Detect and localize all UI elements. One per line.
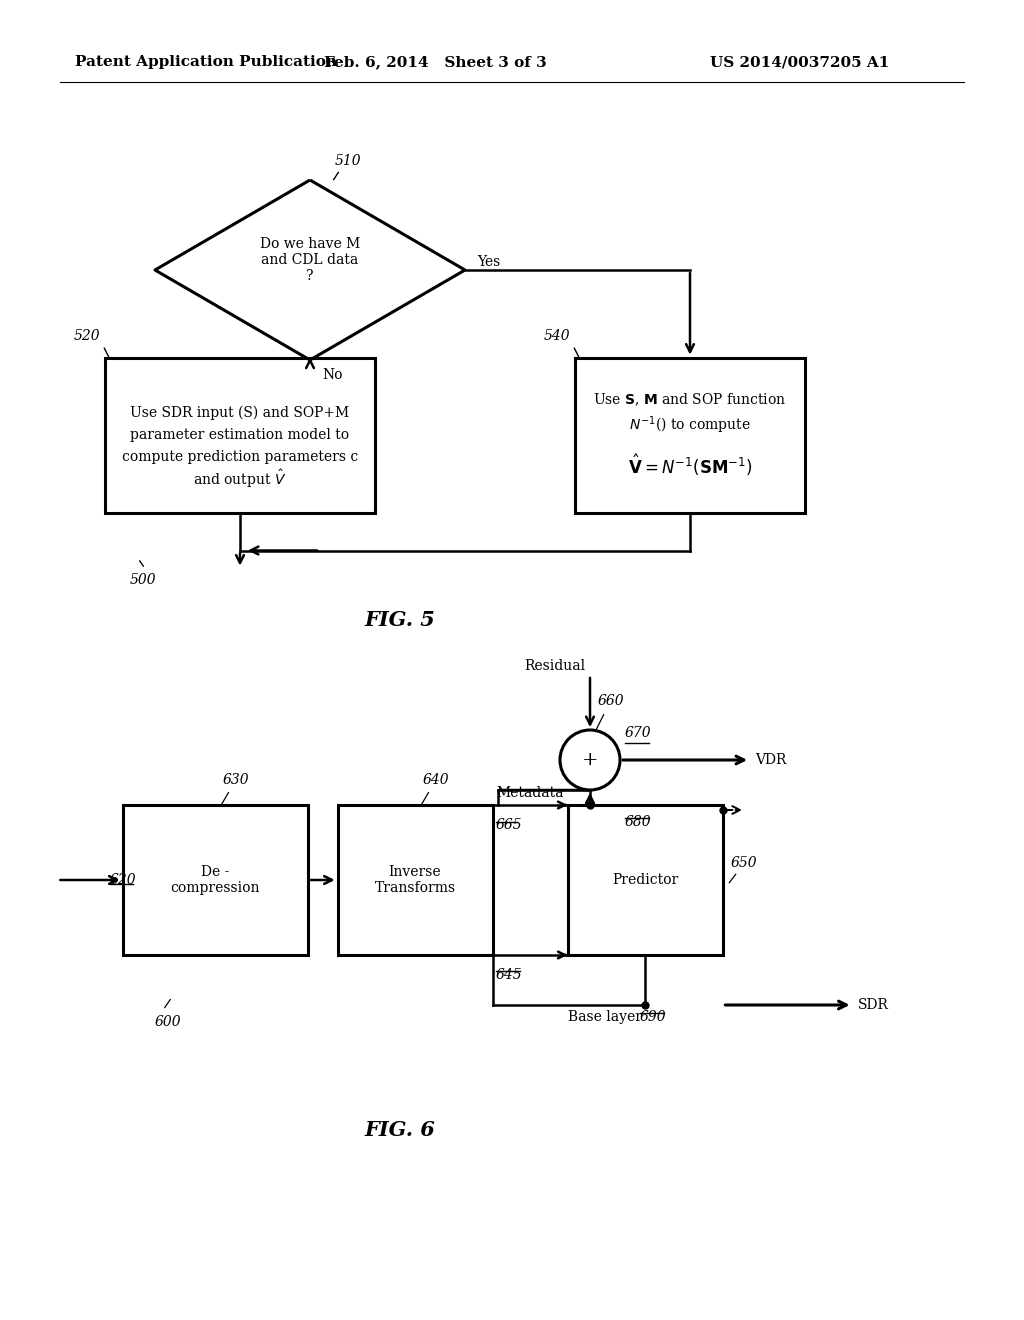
Text: 680: 680 (625, 814, 651, 829)
Text: Metadata: Metadata (497, 785, 564, 800)
Text: compute prediction parameters ​c: compute prediction parameters ​c (122, 450, 358, 465)
Text: 645: 645 (496, 968, 522, 982)
Text: 665: 665 (496, 818, 522, 832)
FancyBboxPatch shape (105, 358, 375, 512)
FancyBboxPatch shape (575, 358, 805, 512)
Text: 670: 670 (625, 726, 651, 741)
Text: 500: 500 (130, 573, 157, 586)
Text: Yes: Yes (477, 255, 501, 269)
Text: 640: 640 (423, 774, 450, 787)
FancyBboxPatch shape (338, 805, 493, 954)
Text: parameter estimation model to: parameter estimation model to (130, 428, 349, 442)
Text: 650: 650 (730, 855, 757, 870)
Text: No: No (322, 368, 342, 381)
Text: 540: 540 (544, 330, 570, 343)
Text: FIG. 5: FIG. 5 (365, 610, 435, 630)
Text: Predictor: Predictor (612, 873, 678, 887)
Text: Residual: Residual (524, 659, 585, 673)
FancyBboxPatch shape (567, 805, 723, 954)
Text: Patent Application Publication: Patent Application Publication (75, 55, 337, 69)
Text: 520: 520 (74, 330, 100, 343)
Text: and output $\hat{V}$: and output $\hat{V}$ (194, 467, 287, 490)
Text: 600: 600 (155, 1015, 181, 1030)
Text: Inverse
Transforms: Inverse Transforms (375, 865, 456, 895)
Text: 660: 660 (598, 694, 625, 708)
Text: $N^{-1}$() to compute: $N^{-1}$() to compute (629, 414, 751, 436)
Text: US 2014/0037205 A1: US 2014/0037205 A1 (710, 55, 890, 69)
Text: De -
compression: De - compression (170, 865, 260, 895)
Text: Use SDR input (​S​) and SOP+M: Use SDR input (​S​) and SOP+M (130, 405, 349, 420)
Text: 620: 620 (110, 873, 136, 887)
Text: Feb. 6, 2014   Sheet 3 of 3: Feb. 6, 2014 Sheet 3 of 3 (324, 55, 547, 69)
FancyBboxPatch shape (123, 805, 307, 954)
Text: Use $\mathbf{S}$, $\mathbf{M}$ and SOP function: Use $\mathbf{S}$, $\mathbf{M}$ and SOP f… (593, 392, 786, 408)
Text: 510: 510 (335, 154, 361, 168)
Text: SDR: SDR (857, 998, 889, 1012)
Text: Do we have ​M
and CDL data
?: Do we have ​M and CDL data ? (260, 236, 360, 284)
Text: Base layer: Base layer (567, 1010, 641, 1024)
Text: $\hat{\mathbf{V}} = N^{-1}(\mathbf{SM}^{-1})$: $\hat{\mathbf{V}} = N^{-1}(\mathbf{SM}^{… (628, 453, 753, 478)
Text: 690: 690 (640, 1010, 667, 1024)
Text: 630: 630 (223, 774, 250, 787)
Text: +: + (582, 751, 598, 770)
Text: FIG. 6: FIG. 6 (365, 1119, 435, 1140)
Text: VDR: VDR (755, 752, 786, 767)
